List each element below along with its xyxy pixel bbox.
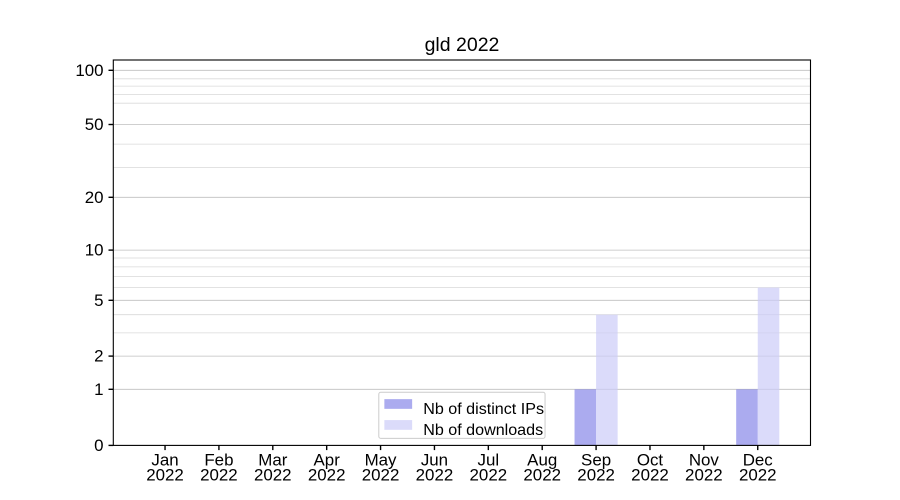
svg-text:Nb of distinct IPs: Nb of distinct IPs [423, 400, 544, 418]
svg-text:2022: 2022 [577, 466, 615, 485]
svg-text:2022: 2022 [200, 466, 238, 485]
svg-text:1: 1 [94, 380, 103, 399]
svg-text:20: 20 [85, 188, 104, 207]
svg-text:100: 100 [75, 61, 103, 80]
svg-text:2022: 2022 [470, 466, 508, 485]
svg-text:2022: 2022 [685, 466, 723, 485]
svg-text:2022: 2022 [631, 466, 669, 485]
svg-text:Nb of downloads: Nb of downloads [423, 421, 543, 439]
svg-text:2: 2 [94, 347, 103, 366]
svg-text:2022: 2022 [416, 466, 454, 485]
svg-text:50: 50 [85, 115, 104, 134]
svg-text:2022: 2022 [362, 466, 400, 485]
svg-text:2022: 2022 [523, 466, 561, 485]
svg-text:5: 5 [94, 291, 103, 310]
svg-text:10: 10 [85, 241, 104, 260]
svg-text:2022: 2022 [739, 466, 777, 485]
svg-text:2022: 2022 [146, 466, 184, 485]
svg-text:2022: 2022 [308, 466, 346, 485]
svg-text:0: 0 [94, 436, 103, 455]
svg-text:2022: 2022 [254, 466, 292, 485]
svg-text:gld 2022: gld 2022 [425, 34, 500, 56]
